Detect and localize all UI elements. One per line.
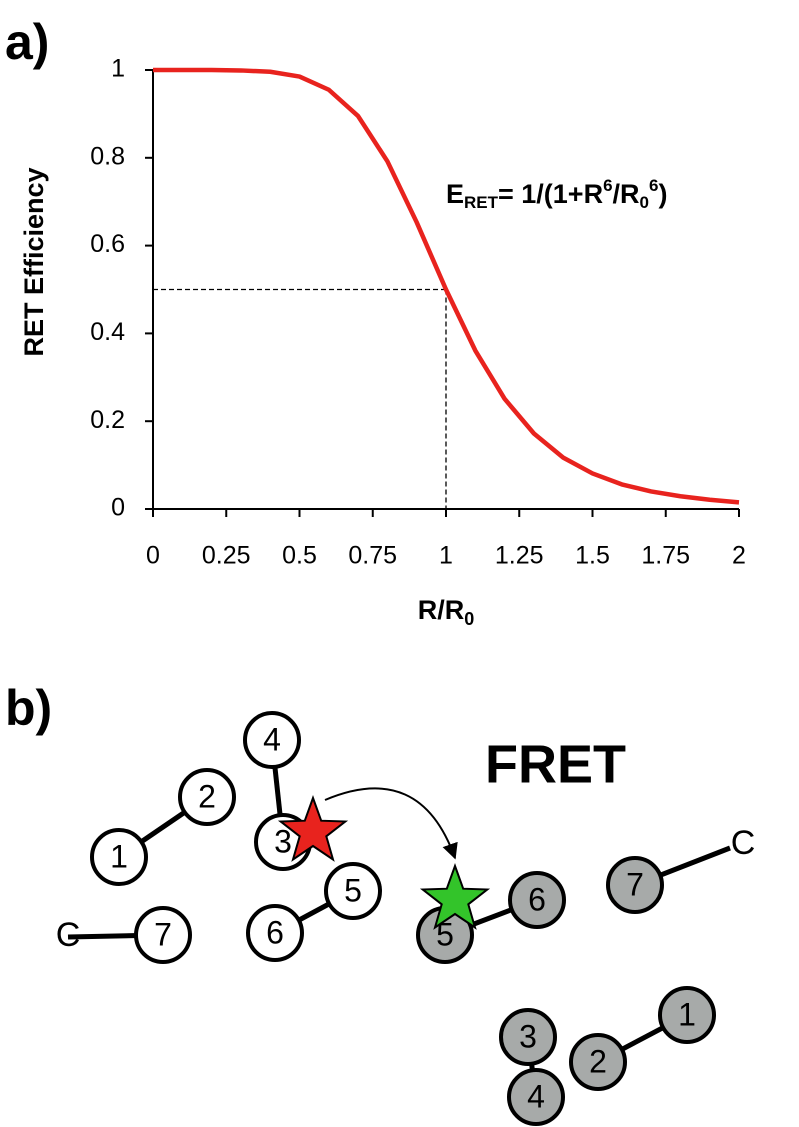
diagram-title: FRET xyxy=(485,734,626,794)
residue-label: 4 xyxy=(527,1078,545,1114)
residue-node xyxy=(246,904,304,962)
x-tick-label: 0 xyxy=(146,542,160,570)
residue-label: 4 xyxy=(263,721,281,757)
residue-node xyxy=(508,871,566,929)
panel-label: a) xyxy=(5,14,49,70)
y-tick-label: 0.2 xyxy=(90,406,125,434)
residue-node xyxy=(507,1068,565,1126)
x-tick-label: 1.25 xyxy=(495,542,544,570)
residue-node xyxy=(134,906,192,964)
fluorophore-star xyxy=(277,795,349,862)
residue-node xyxy=(90,828,148,886)
x-tick-label: 0.25 xyxy=(202,542,251,570)
x-tick-label: 1.75 xyxy=(641,542,690,570)
residue-label: 7 xyxy=(626,866,644,902)
residue-node xyxy=(606,856,664,914)
residue-label: 2 xyxy=(198,778,216,814)
x-tick-label: 0.75 xyxy=(348,542,397,570)
residue-node xyxy=(324,862,382,920)
y-tick-label: 0.4 xyxy=(90,318,125,346)
residue-label: 1 xyxy=(110,838,128,874)
equation-part: /R xyxy=(613,179,640,209)
equation-part: RET xyxy=(464,193,499,212)
equation-part: E xyxy=(446,179,464,209)
residue-label: 7 xyxy=(154,916,172,952)
residue-label: 1 xyxy=(678,996,696,1032)
fluorophore-star xyxy=(419,863,491,930)
residue-label: 6 xyxy=(266,914,284,950)
y-tick-label: 0.8 xyxy=(90,142,125,170)
x-tick-label: 1 xyxy=(439,542,453,570)
residue-label: 5 xyxy=(344,872,362,908)
terminus-label: C xyxy=(56,916,81,954)
equation: ERET= 1/(1+R6/R06) xyxy=(446,176,667,212)
residue-node xyxy=(499,1008,557,1066)
y-axis-label: RET Efficiency xyxy=(19,167,49,356)
y-tick-label: 0 xyxy=(111,494,125,522)
y-tick-label: 0.6 xyxy=(90,230,125,258)
residue-node xyxy=(243,711,301,769)
residue-node xyxy=(658,986,716,1044)
x-label-part: R/R xyxy=(418,595,465,625)
residue-label: 2 xyxy=(589,1043,607,1079)
x-axis-label: R/R0 xyxy=(418,595,475,629)
equation-part: = 1/(1+R xyxy=(498,179,603,209)
x-tick-label: 1.5 xyxy=(575,542,610,570)
residue-node xyxy=(178,768,236,826)
residue-label: 6 xyxy=(528,881,546,917)
x-tick-label: 0.5 xyxy=(282,542,317,570)
residue-node xyxy=(569,1033,627,1091)
residue-label: 5 xyxy=(436,916,454,952)
equation-part: ) xyxy=(658,179,667,209)
equation-part: 0 xyxy=(640,193,649,212)
curve xyxy=(153,67,740,505)
panel-label: b) xyxy=(5,680,52,736)
transfer-arrow xyxy=(324,787,458,860)
residue-label: 3 xyxy=(519,1018,537,1054)
residue-label: 3 xyxy=(274,823,292,859)
y-tick-label: 1 xyxy=(111,55,125,83)
terminus-label: C xyxy=(731,824,756,862)
equation-part: 6 xyxy=(603,176,612,195)
x-tick-label: 2 xyxy=(732,542,746,570)
x-label-part: 0 xyxy=(464,609,474,629)
equation-part: 6 xyxy=(649,176,658,195)
